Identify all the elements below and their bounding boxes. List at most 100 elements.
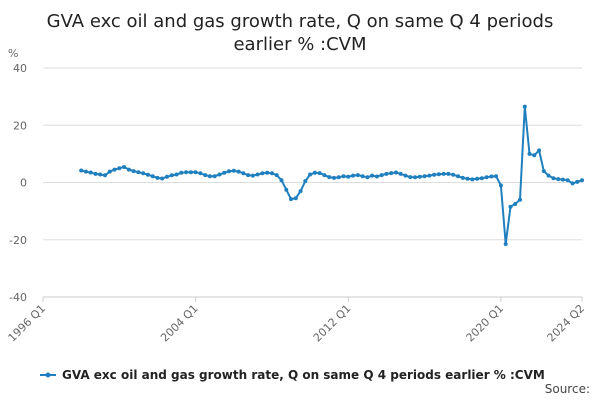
data-point [441, 171, 446, 176]
data-point [303, 179, 308, 184]
data-point [83, 169, 88, 174]
data-point [427, 173, 432, 178]
gridlines [43, 67, 582, 298]
data-point [336, 175, 341, 180]
data-point [432, 172, 437, 177]
series-line [80, 106, 583, 245]
source-label: Source: [545, 382, 590, 396]
data-point [260, 171, 265, 176]
data-point [160, 176, 165, 181]
data-point [193, 170, 198, 175]
data-point [88, 170, 93, 175]
data-point [560, 177, 565, 182]
series-points [79, 104, 584, 246]
data-point [136, 170, 141, 175]
data-point [103, 173, 107, 178]
data-point [446, 171, 451, 176]
data-point [570, 181, 575, 186]
data-point [270, 171, 274, 176]
y-tick-label: 40 [13, 62, 27, 75]
data-point [384, 171, 389, 176]
chart-title-line-2: earlier % :CVM [233, 34, 366, 55]
data-point [231, 168, 236, 173]
data-point [451, 172, 456, 177]
data-point [150, 174, 155, 179]
data-point [408, 175, 413, 180]
data-point [351, 173, 355, 178]
y-tick-label: -40 [9, 291, 27, 304]
data-point [250, 173, 255, 178]
data-point [98, 172, 103, 177]
data-point [460, 175, 465, 180]
data-point [479, 176, 484, 181]
data-point [188, 170, 193, 175]
data-point [389, 171, 394, 176]
y-axis-unit-label: % [8, 47, 18, 60]
data-point [293, 196, 298, 201]
data-point [475, 176, 480, 181]
data-point [456, 174, 460, 179]
chart-title-line-1: GVA exc oil and gas growth rate, Q on sa… [47, 11, 554, 32]
data-point [494, 174, 499, 179]
data-point [322, 173, 327, 178]
data-point [255, 172, 260, 177]
data-point [317, 171, 322, 176]
data-point [379, 173, 384, 178]
x-tick-label: 2012 Q1 [311, 302, 354, 345]
data-point [465, 176, 470, 181]
data-point [289, 197, 293, 202]
y-tick-label: 0 [20, 177, 27, 190]
data-point [117, 166, 122, 171]
y-tick-label: 20 [13, 119, 27, 132]
data-point [370, 173, 375, 178]
data-point [165, 174, 169, 179]
y-tick-label: -20 [9, 234, 27, 247]
data-point [279, 178, 284, 183]
legend-series-label: GVA exc oil and gas growth rate, Q on sa… [62, 368, 545, 382]
data-point [236, 169, 241, 174]
data-point [398, 171, 403, 176]
data-point [298, 189, 303, 194]
data-point [217, 172, 222, 177]
data-point [227, 169, 231, 174]
data-point [532, 153, 537, 158]
data-point [522, 104, 527, 109]
data-point [79, 168, 84, 173]
data-point [484, 175, 489, 180]
data-point [365, 175, 370, 180]
data-point [184, 170, 189, 175]
data-point [508, 204, 513, 209]
data-point [360, 174, 365, 179]
data-point [355, 173, 360, 178]
data-point [312, 170, 317, 175]
x-tick-label: 2020 Q1 [463, 302, 506, 345]
data-point [246, 173, 251, 178]
y-axis-ticks: -40 -20 0 20 40 [9, 62, 27, 304]
data-point [145, 172, 150, 177]
data-point [551, 176, 556, 181]
data-point [413, 175, 418, 180]
data-point [222, 170, 227, 175]
data-point [527, 151, 532, 156]
data-point [308, 172, 313, 177]
data-point [332, 175, 336, 180]
data-point [274, 173, 279, 178]
data-point [503, 242, 508, 246]
x-tick-label: 2004 Q1 [158, 302, 201, 345]
data-point [141, 171, 146, 176]
data-point [122, 165, 127, 169]
data-point [179, 170, 184, 175]
data-point [565, 178, 570, 183]
data-point [207, 174, 212, 179]
data-point [556, 177, 561, 182]
legend-swatch-marker [45, 372, 51, 378]
data-point [403, 173, 408, 178]
data-point [107, 169, 112, 174]
x-tick-label: 1996 Q1 [6, 302, 49, 345]
data-point [346, 174, 351, 179]
data-point [546, 173, 551, 178]
data-point [155, 175, 160, 180]
data-point [203, 173, 208, 178]
data-point [169, 173, 174, 178]
